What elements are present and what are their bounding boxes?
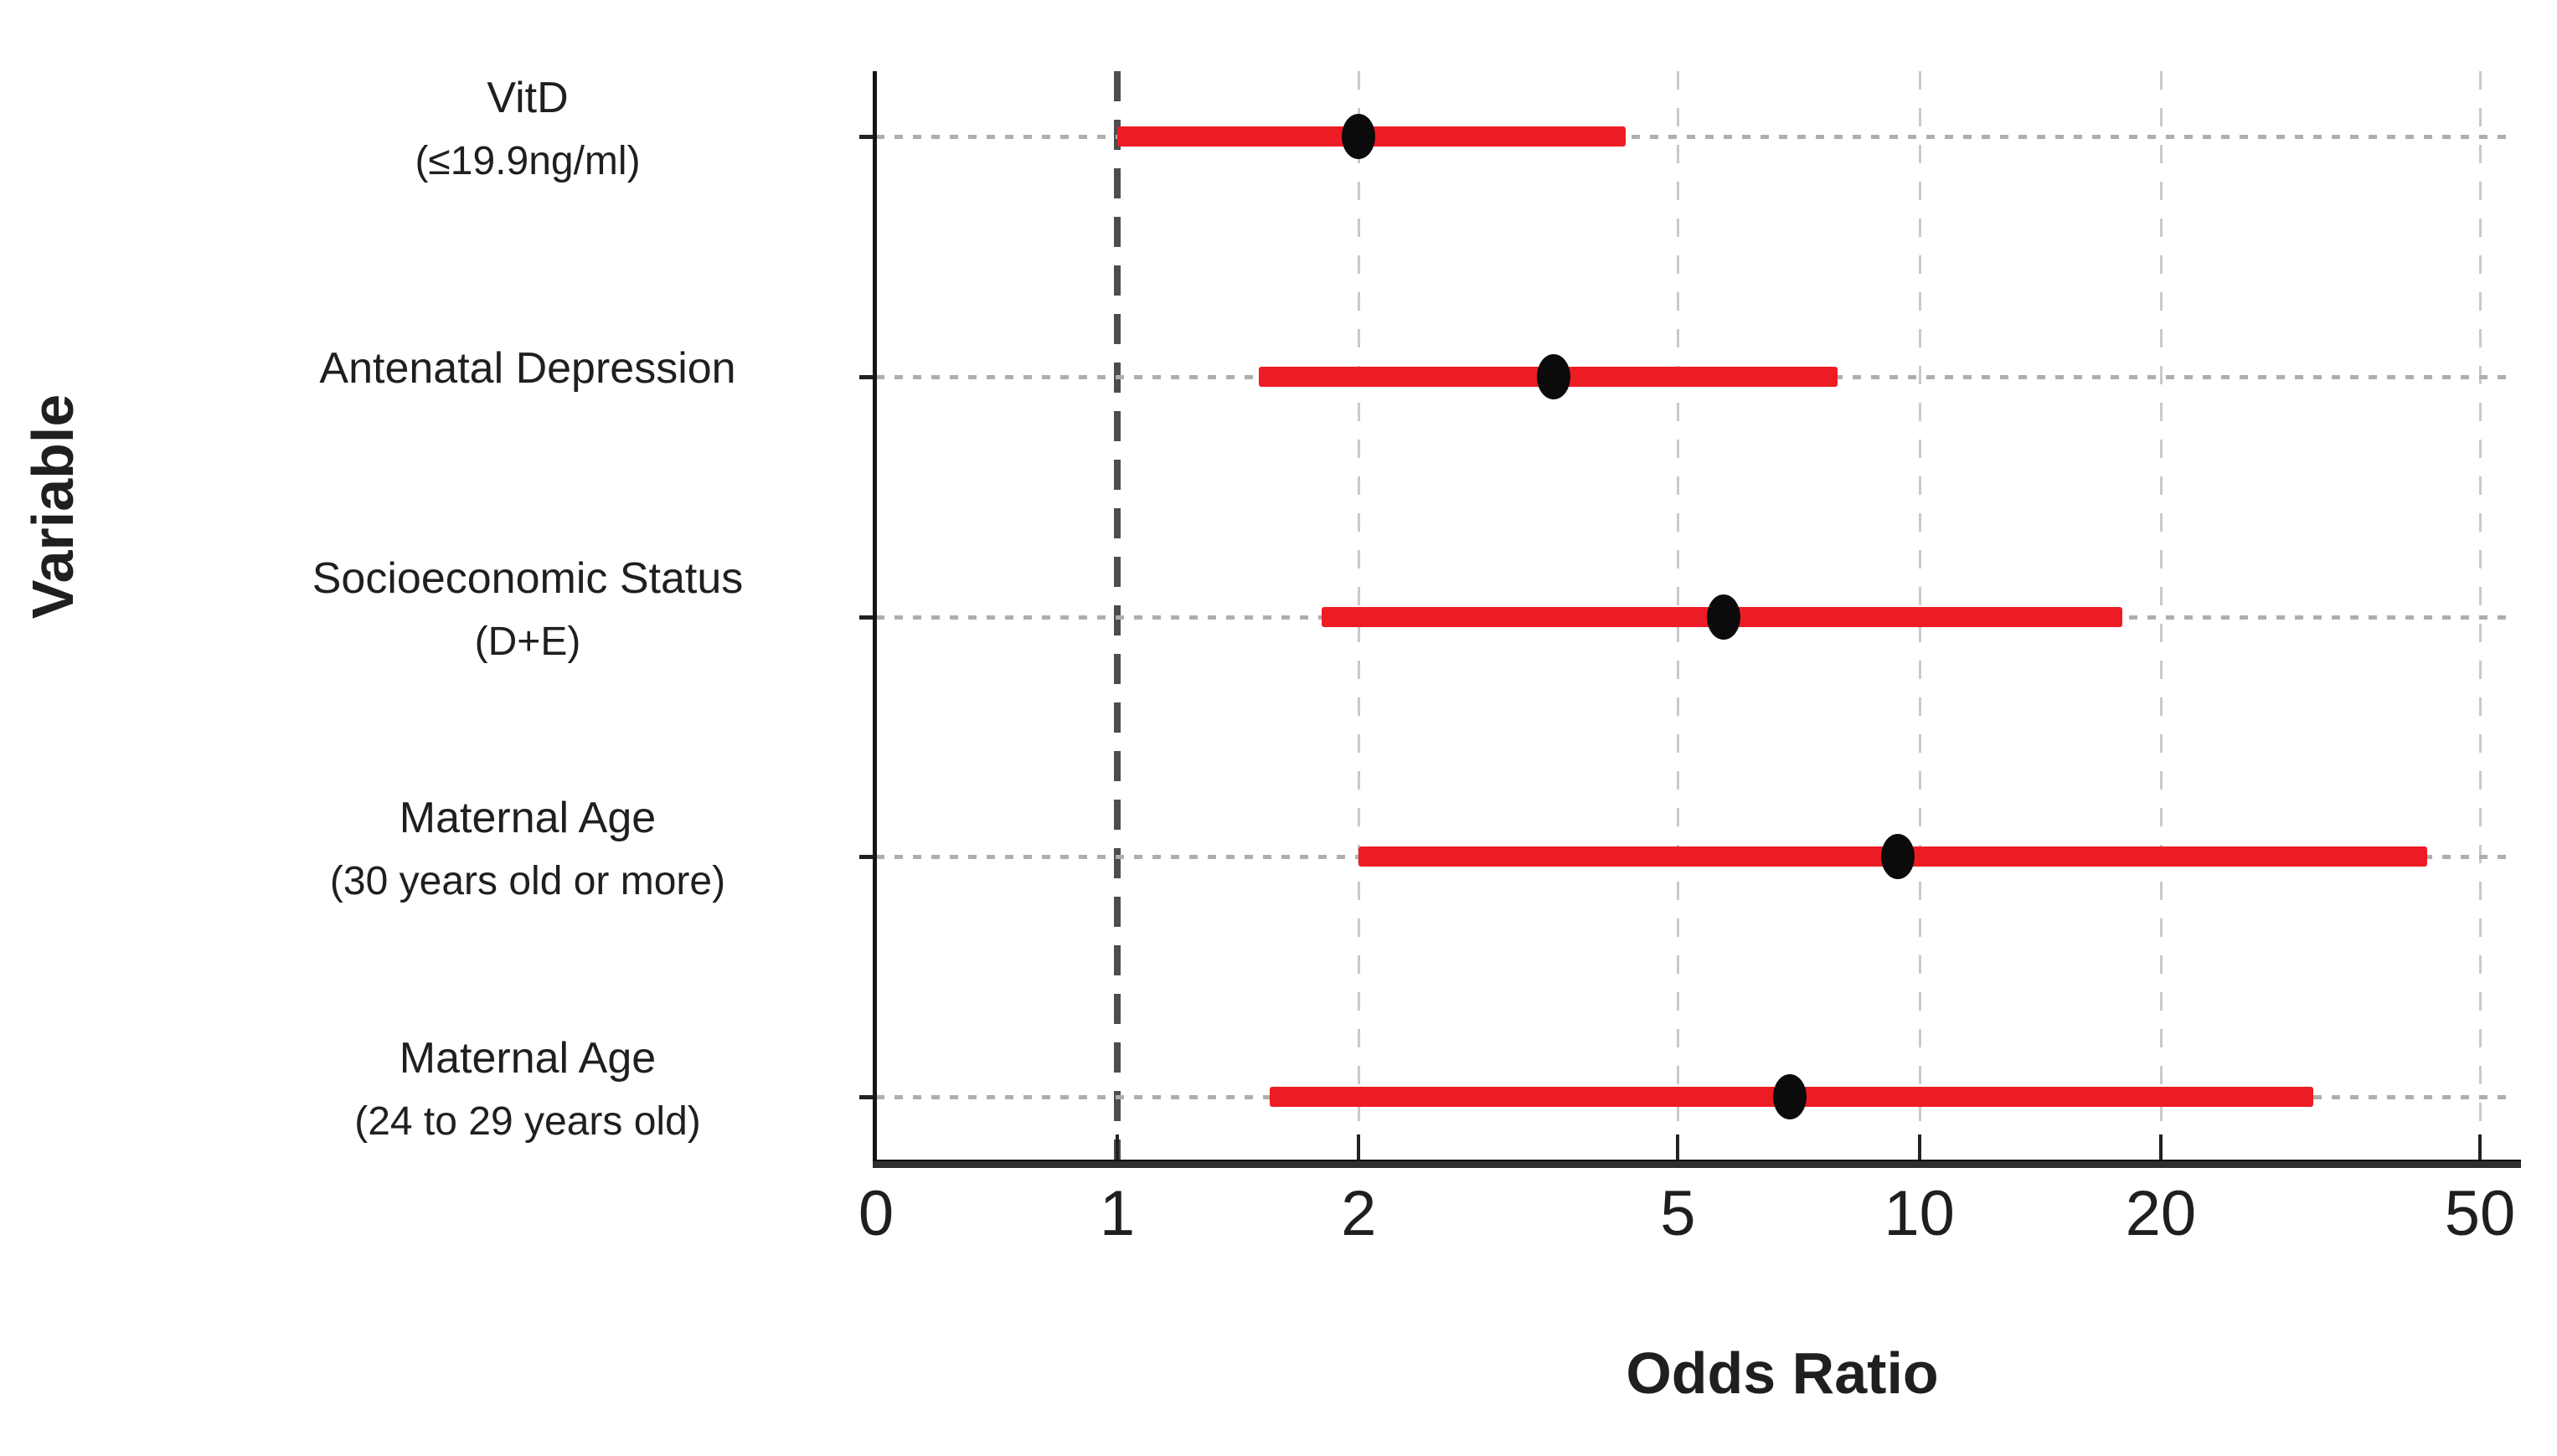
y-axis-tick: [859, 615, 876, 620]
row-gridline: [876, 135, 2508, 139]
x-axis-tick-5: [1676, 1134, 1680, 1160]
x-tick-label-5: 5: [1660, 1178, 1696, 1249]
row-label-main: VitD: [487, 74, 569, 122]
x-axis-tick-50: [2478, 1134, 2482, 1160]
x-axis-tick-20: [2158, 1134, 2163, 1160]
x-axis-tick-2: [1357, 1134, 1361, 1160]
x-axis-tick-1: [1116, 1134, 1119, 1160]
row-label-detail: (≤19.9ng/ml): [415, 139, 641, 183]
x-axis-title: Odds Ratio: [1626, 1340, 1939, 1406]
point-estimate: [1537, 353, 1571, 399]
x-tick-label-2: 2: [1341, 1178, 1377, 1249]
point-estimate: [1773, 1074, 1807, 1119]
x-tick-label-0: 0: [858, 1178, 894, 1249]
x-tick-label-1: 1: [1099, 1178, 1136, 1249]
x-tick-label-50: 50: [2444, 1178, 2516, 1249]
row-label: VitD (≤19.9ng/ml): [142, 64, 913, 192]
x-tick-label-20: 20: [2125, 1178, 2197, 1249]
y-axis-line: [873, 71, 877, 1166]
y-axis-tick: [859, 855, 876, 860]
row-label: Socioeconomic Status (D+E): [142, 545, 913, 672]
y-axis-tick: [859, 1095, 876, 1099]
row-label: Maternal Age (30 years old or more): [142, 785, 913, 912]
row-label: Maternal Age (24 to 29 years old): [142, 1025, 913, 1152]
point-estimate: [1880, 834, 1915, 880]
x-axis-tick-10: [1917, 1134, 1921, 1160]
row-label-main: Socioeconomic Status: [312, 553, 744, 603]
row-label-main: Maternal Age: [399, 1034, 657, 1083]
point-estimate: [1706, 594, 1740, 640]
row-label-detail: (24 to 29 years old): [354, 1099, 701, 1144]
x-axis-line: [873, 1160, 2521, 1168]
row-label-main: Antenatal Depression: [319, 343, 736, 393]
y-axis-tick: [859, 374, 876, 379]
row-label: Antenatal Depression: [142, 335, 913, 402]
row-label-detail: (D+E): [474, 619, 581, 664]
point-estimate: [1342, 114, 1376, 159]
row-label-detail: (30 years old or more): [329, 859, 726, 904]
y-axis-tick: [859, 135, 876, 139]
row-label-main: Maternal Age: [399, 794, 657, 843]
x-tick-label-10: 10: [1884, 1178, 1955, 1249]
